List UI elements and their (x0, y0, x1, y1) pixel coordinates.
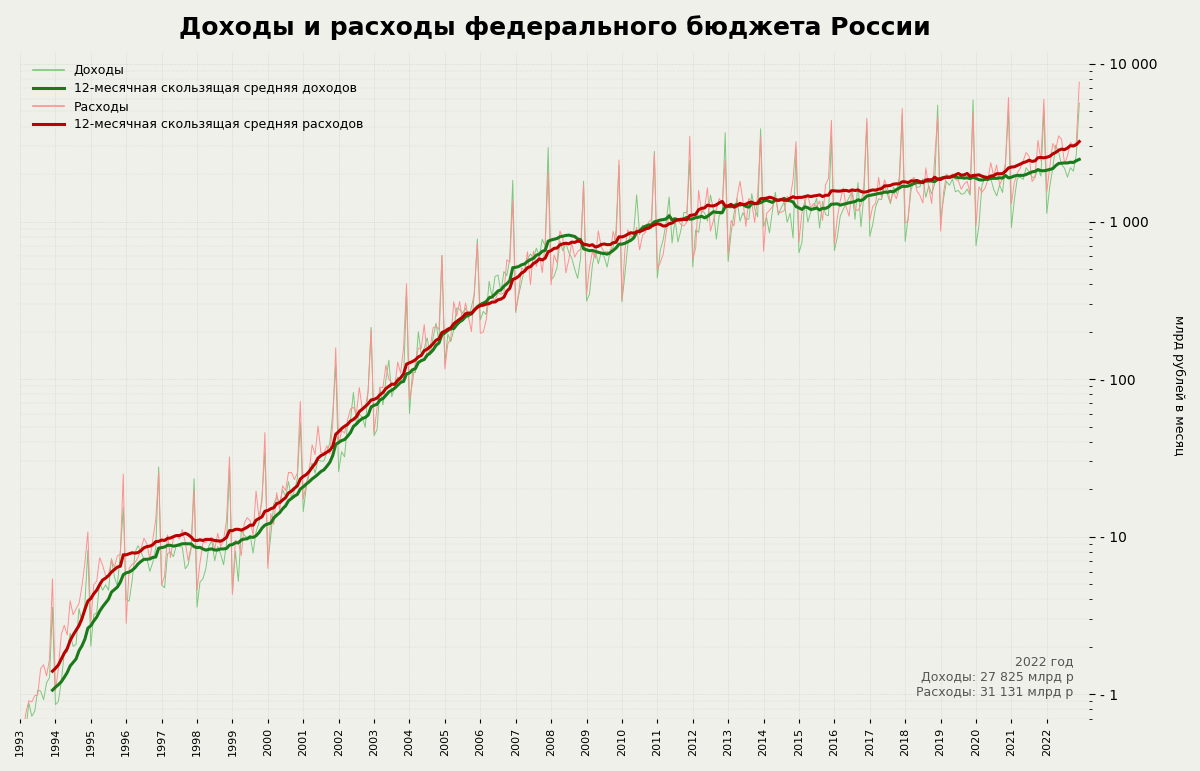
Y-axis label: млрд рублей в месяц: млрд рублей в месяц (1172, 315, 1186, 456)
Title: Доходы и расходы федерального бюджета России: Доходы и расходы федерального бюджета Ро… (179, 15, 930, 40)
Text: 2022 год
Доходы: 27 825 млрд р
Расходы: 31 131 млрд р: 2022 год Доходы: 27 825 млрд р Расходы: … (916, 655, 1073, 699)
Legend: Доходы, 12-месячная скользящая средняя доходов, Расходы, 12-месячная скользящая : Доходы, 12-месячная скользящая средняя д… (26, 58, 370, 137)
